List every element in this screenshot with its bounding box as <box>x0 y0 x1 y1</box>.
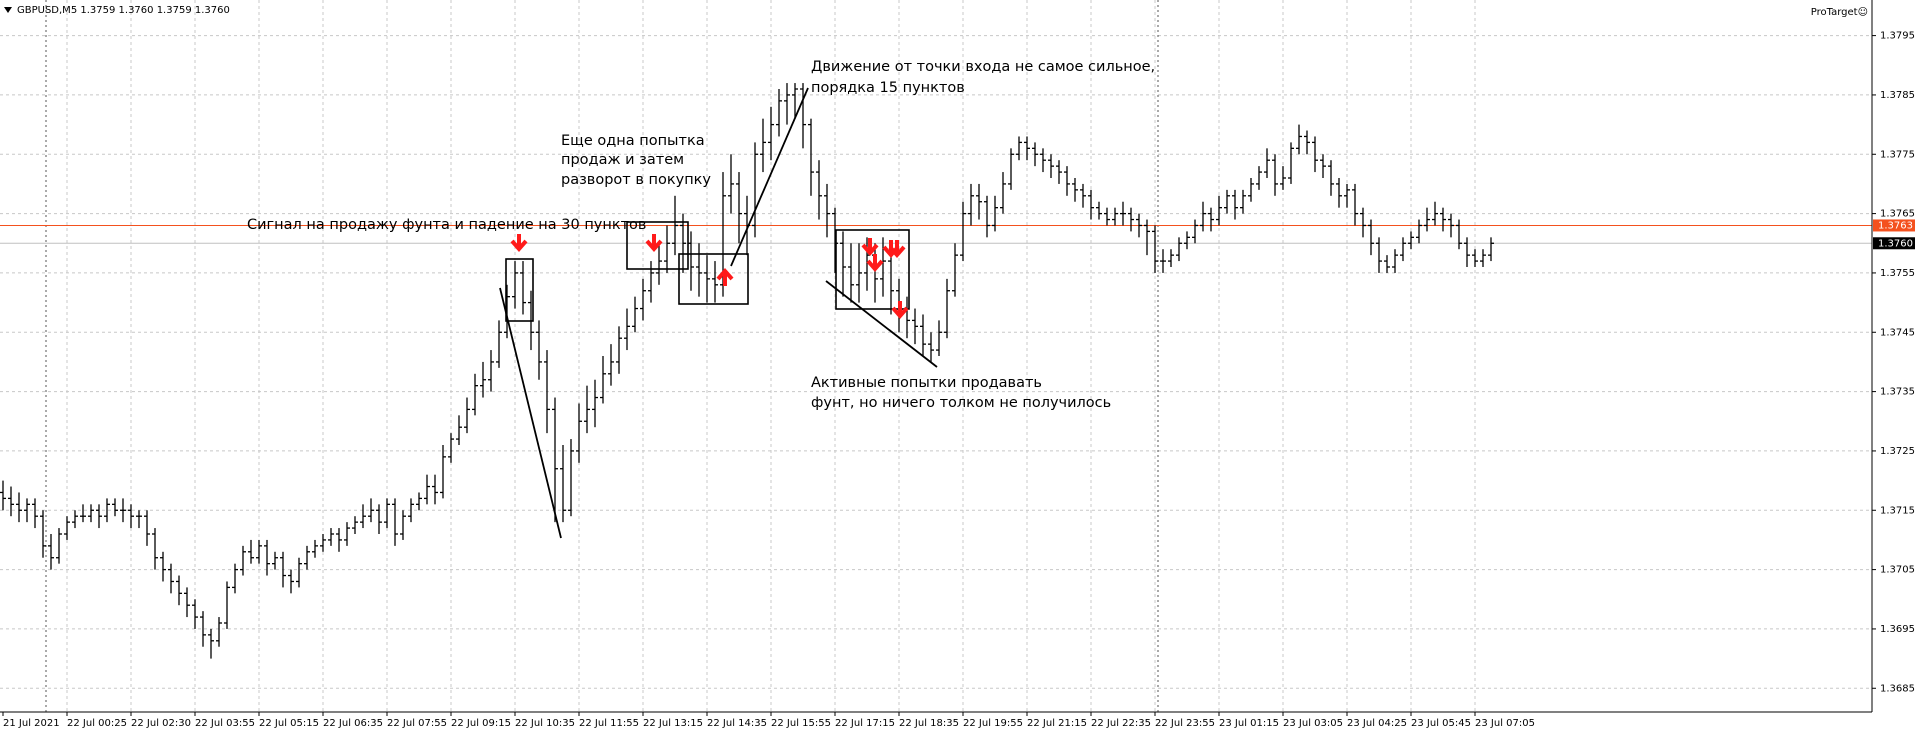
y-tick-label: 1.3725 <box>1880 446 1915 457</box>
annotation: разворот в покупку <box>561 172 711 188</box>
y-tick-label: 1.3745 <box>1880 327 1915 338</box>
sell-arrow <box>510 234 528 253</box>
y-tick-label: 1.3765 <box>1880 209 1915 220</box>
y-tick-label: 1.3695 <box>1880 624 1915 635</box>
zone-box <box>678 253 749 305</box>
bars <box>0 83 1494 659</box>
x-tick-label: 22 Jul 09:15 <box>451 718 511 729</box>
x-tick-label: 23 Jul 03:05 <box>1283 718 1343 729</box>
x-tick-label: 22 Jul 00:25 <box>67 718 127 729</box>
x-tick-label: 22 Jul 22:35 <box>1091 718 1151 729</box>
y-tick-label: 1.3735 <box>1880 387 1915 398</box>
x-tick-label: 23 Jul 05:45 <box>1411 718 1471 729</box>
x-tick-label: 22 Jul 02:30 <box>131 718 191 729</box>
price-lines <box>0 224 1872 244</box>
x-tick-label: 23 Jul 07:05 <box>1475 718 1535 729</box>
sell-arrow <box>888 240 906 259</box>
zone-box <box>835 229 910 310</box>
annotation: фунт, но ничего толком не получилось <box>811 395 1111 411</box>
trend-line <box>499 287 562 539</box>
y-tick-label: 1.3715 <box>1880 505 1915 516</box>
price-label-box <box>1873 237 1915 250</box>
trend-line <box>825 280 938 368</box>
x-tick-label: 22 Jul 05:15 <box>259 718 319 729</box>
x-tick-label: 21 Jul 2021 <box>3 718 60 729</box>
y-tick-label: 1.3795 <box>1880 31 1915 42</box>
price-label: 1.3760 <box>1878 238 1913 249</box>
x-tick-label: 22 Jul 10:35 <box>515 718 575 729</box>
trend-line <box>730 87 809 267</box>
annotation: Активные попытки продавать <box>811 375 1042 391</box>
sell-arrow <box>645 234 663 253</box>
sell-arrow <box>866 254 884 273</box>
sell-arrow <box>891 301 909 320</box>
y-tick-label: 1.3685 <box>1880 683 1915 694</box>
zone-box <box>505 258 534 322</box>
y-tick-label: 1.3755 <box>1880 268 1915 279</box>
y-tick-label: 1.3775 <box>1880 149 1915 160</box>
x-tick-label: 22 Jul 15:55 <box>771 718 831 729</box>
price-label: 1.3763 <box>1878 220 1913 231</box>
buy-arrow <box>716 267 734 286</box>
y-tick-label: 1.3785 <box>1880 90 1915 101</box>
x-tick-label: 22 Jul 21:15 <box>1027 718 1087 729</box>
annotation: порядка 15 пунктов <box>811 80 965 96</box>
x-tick-label: 22 Jul 18:35 <box>899 718 959 729</box>
annotation: Сигнал на продажу фунта и падение на 30 … <box>247 217 646 233</box>
y-tick-label: 1.3705 <box>1880 565 1915 576</box>
x-tick-label: 22 Jul 03:55 <box>195 718 255 729</box>
x-tick-label: 23 Jul 04:25 <box>1347 718 1407 729</box>
x-tick-label: 22 Jul 11:55 <box>579 718 639 729</box>
x-tick-label: 22 Jul 17:15 <box>835 718 895 729</box>
x-tick-label: 22 Jul 14:35 <box>707 718 767 729</box>
brand: ProTarget☺ <box>1811 7 1868 18</box>
annotations: Сигнал на продажу фунта и падение на 30 … <box>247 59 1155 539</box>
x-tick-label: 22 Jul 06:35 <box>323 718 383 729</box>
zone-box <box>626 221 689 270</box>
x-tick-label: 22 Jul 13:15 <box>643 718 703 729</box>
annotation: продаж и затем <box>561 152 684 168</box>
annotation: Движение от точки входа не самое сильное… <box>811 59 1155 75</box>
menu-icon[interactable] <box>4 7 12 13</box>
annotation: Еще одна попытка <box>561 133 705 149</box>
x-tick-label: 22 Jul 19:55 <box>963 718 1023 729</box>
sell-arrow <box>861 238 879 257</box>
symbol-header: GBPUSD,M5 1.3759 1.3760 1.3759 1.3760 <box>17 5 230 16</box>
price-label-box <box>1873 219 1915 232</box>
x-tick-label: 22 Jul 07:55 <box>387 718 447 729</box>
x-tick-label: 23 Jul 01:15 <box>1219 718 1279 729</box>
x-tick-label: 22 Jul 23:55 <box>1155 718 1215 729</box>
grid <box>0 0 1872 712</box>
